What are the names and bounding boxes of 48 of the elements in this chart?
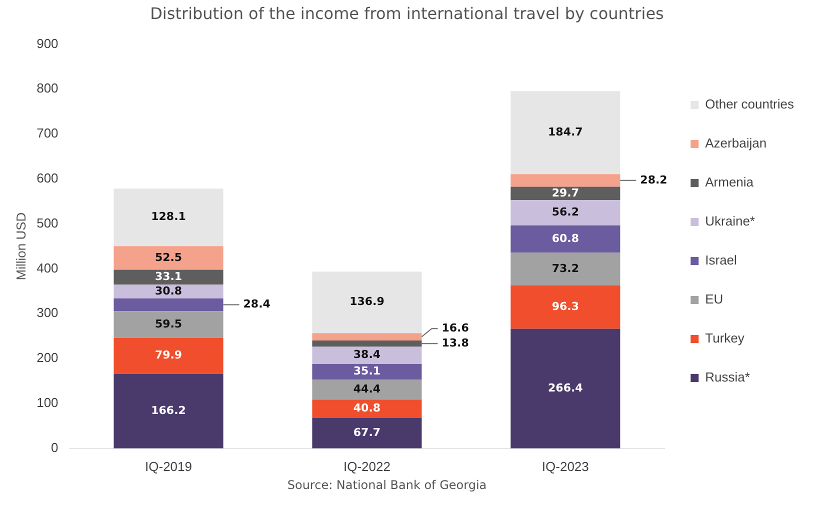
data-label: 56.2	[552, 206, 579, 219]
data-label: 35.1	[353, 364, 381, 378]
data-label: 33.1	[154, 270, 182, 283]
legend-label: Israel	[705, 252, 738, 268]
y-tick-label: 700	[36, 126, 58, 141]
y-tick-label: 0	[51, 440, 58, 455]
data-label: 44.4	[353, 382, 381, 396]
legend-label: Azerbaijan	[705, 136, 767, 151]
x-tick-label: IQ-2019	[145, 458, 192, 474]
data-label: 30.8	[154, 284, 182, 298]
data-label: 266.4	[548, 381, 584, 394]
data-label: 40.8	[353, 402, 381, 415]
data-label: 13.8	[442, 336, 469, 350]
data-label: 67.7	[353, 426, 381, 440]
data-label: 73.2	[552, 262, 579, 275]
y-tick-label: 800	[36, 80, 58, 96]
y-axis-title: Million USD	[13, 212, 28, 280]
x-tick-label: IQ-2022	[343, 458, 390, 474]
legend-label: Turkey	[705, 330, 745, 346]
y-tick-label: 500	[36, 215, 58, 230]
data-label: 166.2	[151, 404, 186, 417]
x-tick-label: IQ-2023	[542, 458, 589, 474]
data-label: 38.4	[353, 348, 381, 362]
data-label: 59.5	[154, 317, 182, 330]
legend-label: Ukraine*	[705, 214, 755, 229]
data-label: 60.8	[552, 232, 579, 245]
legend-label: EU	[705, 292, 724, 307]
data-label: 184.7	[548, 125, 583, 138]
data-label: 28.4	[243, 298, 271, 311]
y-tick-label: 400	[36, 260, 58, 276]
data-label: 128.1	[151, 210, 186, 224]
y-tick-label: 200	[36, 350, 58, 366]
y-tick-label: 100	[36, 395, 58, 410]
data-label: 29.7	[552, 186, 579, 200]
y-tick-label: 900	[36, 36, 58, 51]
data-label: 79.9	[154, 348, 182, 362]
data-label: 16.6	[442, 321, 470, 334]
data-label: 28.2	[640, 173, 668, 186]
chart-title: Distribution of the income from international travel by countries	[150, 4, 664, 23]
legend-label: Armenia	[705, 174, 754, 190]
y-tick-label: 600	[36, 170, 58, 186]
legend-label: Other countries	[705, 96, 794, 112]
source-note: Source: National Bank of Georgia	[286, 478, 488, 492]
data-label: 96.3	[552, 300, 579, 313]
y-tick-label: 300	[36, 305, 58, 320]
data-label: 52.5	[154, 250, 182, 264]
legend-label: Russia*	[705, 370, 750, 385]
data-label: 136.9	[350, 295, 384, 308]
